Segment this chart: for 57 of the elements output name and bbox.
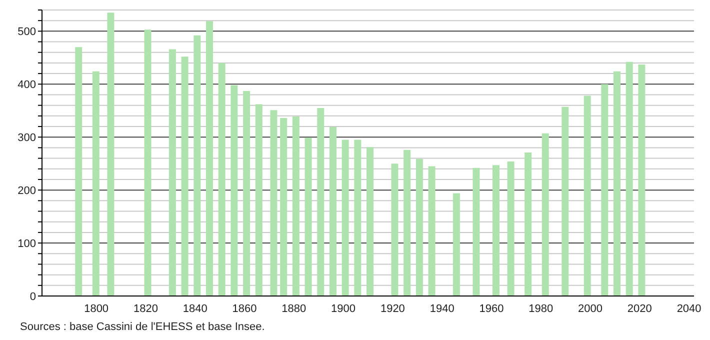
bar (243, 91, 250, 296)
x-tick-label: 1820 (133, 302, 158, 315)
bar (524, 152, 532, 296)
y-tick-label: 400 (18, 79, 36, 92)
bar (366, 147, 374, 296)
bar (168, 49, 176, 296)
x-tick-label: 1860 (232, 302, 257, 315)
bar (329, 127, 336, 296)
y-tick-label: 200 (18, 184, 36, 197)
bar (507, 161, 514, 296)
bar (280, 118, 288, 296)
x-tick-label: 1960 (479, 302, 504, 315)
bar (601, 84, 608, 296)
x-tick-label: 2040 (676, 302, 702, 315)
bar (342, 140, 349, 296)
bar (230, 85, 238, 296)
bar (416, 158, 423, 296)
bar (292, 116, 300, 296)
bar (181, 56, 188, 296)
source-note: Sources : base Cassini de l'EHESS et base Insee. (20, 321, 265, 333)
bar (144, 30, 152, 296)
x-tick-label: 2000 (578, 302, 603, 315)
x-tick-label: 1900 (331, 302, 356, 315)
bar (428, 166, 436, 296)
x-tick-label: 1940 (430, 302, 454, 315)
bar (75, 47, 82, 296)
x-tick-label: 2020 (627, 302, 652, 315)
bar (584, 96, 591, 296)
bar (638, 64, 646, 296)
y-tick-label: 300 (18, 132, 36, 144)
bar (492, 165, 500, 296)
bar (472, 168, 480, 296)
bar (206, 21, 213, 296)
x-tick-label: 1880 (282, 302, 306, 315)
bar (626, 62, 633, 296)
bar (562, 106, 569, 296)
bar (255, 104, 262, 296)
x-tick-label: 1920 (380, 302, 405, 315)
x-tick-label: 1800 (84, 302, 109, 315)
bar (317, 108, 324, 296)
y-tick-label: 0 (30, 290, 36, 303)
bar (452, 193, 460, 296)
bar (194, 35, 201, 296)
x-tick-label: 1840 (182, 302, 208, 315)
bar (614, 71, 620, 296)
bar (218, 62, 226, 296)
bar (270, 110, 278, 296)
bar (107, 12, 114, 296)
x-tick-label: 1980 (528, 302, 554, 315)
bar (92, 71, 100, 296)
y-tick-label: 500 (18, 26, 36, 38)
bar (404, 150, 411, 296)
y-tick-label: 100 (18, 238, 36, 250)
bar (391, 164, 398, 296)
bar (304, 138, 312, 296)
bar (542, 133, 549, 296)
bar (354, 140, 362, 296)
